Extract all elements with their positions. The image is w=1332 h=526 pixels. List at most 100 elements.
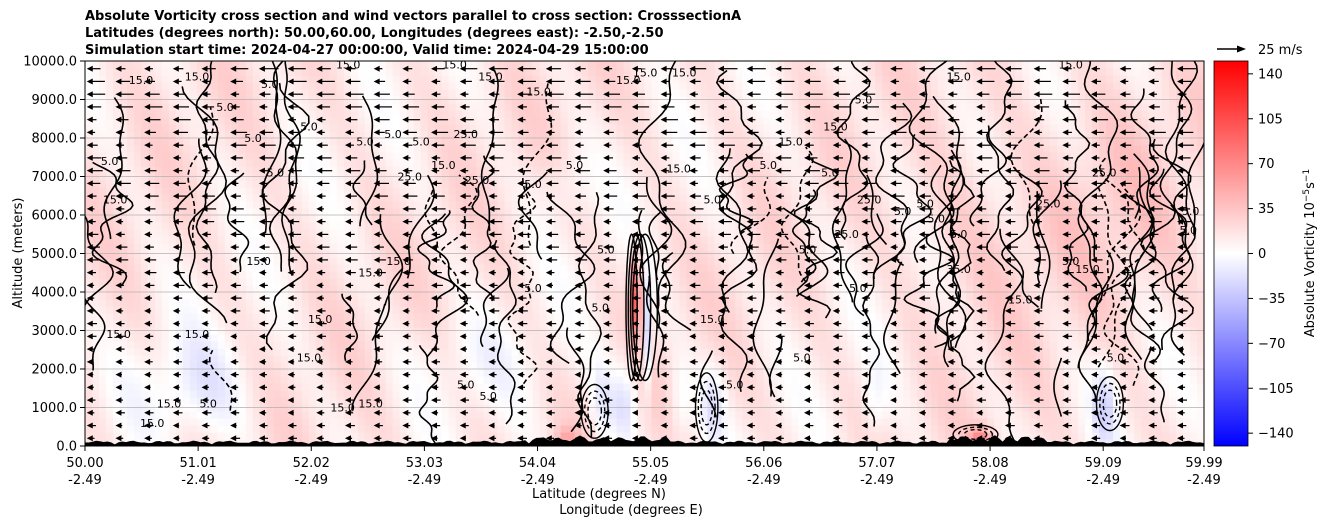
field-cell <box>483 257 492 265</box>
field-cell <box>595 355 604 363</box>
field-cell <box>497 61 506 69</box>
field-cell <box>497 131 506 139</box>
field-cell <box>329 68 338 76</box>
field-cell <box>106 117 114 125</box>
field-cell <box>134 124 142 132</box>
field-cell <box>99 278 107 286</box>
field-cell <box>147 75 156 83</box>
field-cell <box>665 117 674 125</box>
field-cell <box>497 68 506 76</box>
field-cell <box>203 124 212 132</box>
field-cell <box>714 369 722 377</box>
field-cell <box>511 432 520 440</box>
field-cell <box>175 131 184 139</box>
field-cell <box>630 390 639 398</box>
field-cell <box>420 334 429 342</box>
field-cell <box>630 299 639 307</box>
field-cell <box>406 236 415 244</box>
field-cell <box>420 299 429 307</box>
field-cell <box>616 369 625 377</box>
field-cell <box>399 418 408 426</box>
field-cell <box>217 75 226 83</box>
field-cell <box>658 432 667 440</box>
field-cell <box>595 159 604 167</box>
field-cell <box>483 341 492 349</box>
field-cell <box>371 292 380 300</box>
field-cell <box>553 215 562 223</box>
field-cell <box>182 187 191 195</box>
field-cell <box>469 229 478 237</box>
field-cell <box>252 257 261 265</box>
field-cell <box>189 432 198 440</box>
field-cell <box>378 278 387 286</box>
field-cell <box>378 201 387 209</box>
field-cell <box>469 432 478 440</box>
field-cell <box>560 348 569 356</box>
field-cell <box>280 383 289 391</box>
field-cell <box>420 285 429 293</box>
field-cell <box>504 68 513 76</box>
field-cell <box>266 432 275 440</box>
field-cell <box>336 362 345 370</box>
field-cell <box>266 362 275 370</box>
field-cell <box>630 138 639 146</box>
field-cell <box>231 222 240 230</box>
field-cell <box>623 89 632 97</box>
field-cell <box>343 82 352 90</box>
field-cell <box>525 397 534 405</box>
field-cell <box>588 299 597 307</box>
field-cell <box>120 425 128 433</box>
field-cell <box>134 355 142 363</box>
field-cell <box>343 75 352 83</box>
field-cell <box>637 159 646 167</box>
field-cell <box>462 271 471 279</box>
field-cell <box>350 208 359 216</box>
field-cell <box>707 257 715 265</box>
field-cell <box>595 145 604 153</box>
field-cell <box>329 194 338 202</box>
field-cell <box>504 362 513 370</box>
field-cell <box>127 229 135 237</box>
field-cell <box>336 61 345 69</box>
field-cell <box>441 306 450 314</box>
field-cell <box>413 229 422 237</box>
field-cell <box>175 278 184 286</box>
field-cell <box>147 159 156 167</box>
field-cell <box>441 166 450 174</box>
field-cell <box>476 68 485 76</box>
field-cell <box>210 194 219 202</box>
field-cell <box>336 208 345 216</box>
field-cell <box>385 236 394 244</box>
field-cell <box>637 369 646 377</box>
field-cell <box>406 82 415 90</box>
field-cell <box>106 432 114 440</box>
field-cell <box>364 110 373 118</box>
field-cell <box>308 75 317 83</box>
field-cell <box>371 229 380 237</box>
field-cell <box>665 159 674 167</box>
field-cell <box>329 334 338 342</box>
field-cell <box>665 257 674 265</box>
field-cell <box>273 264 282 272</box>
field-cell <box>385 264 394 272</box>
field-cell <box>658 362 667 370</box>
field-cell <box>315 355 324 363</box>
field-cell <box>99 299 107 307</box>
field-cell <box>518 110 527 118</box>
field-cell <box>371 68 380 76</box>
field-cell <box>420 187 429 195</box>
field-cell <box>525 138 534 146</box>
field-cell <box>140 145 149 153</box>
field-cell <box>399 397 408 405</box>
field-cell <box>203 194 212 202</box>
field-cell <box>560 117 569 125</box>
field-cell <box>350 390 359 398</box>
field-cell <box>602 110 611 118</box>
field-cell <box>700 397 709 405</box>
field-cell <box>637 285 646 293</box>
field-cell <box>245 159 254 167</box>
field-cell <box>448 299 457 307</box>
field-cell <box>546 376 555 384</box>
field-cell <box>245 201 254 209</box>
field-cell <box>259 208 268 216</box>
